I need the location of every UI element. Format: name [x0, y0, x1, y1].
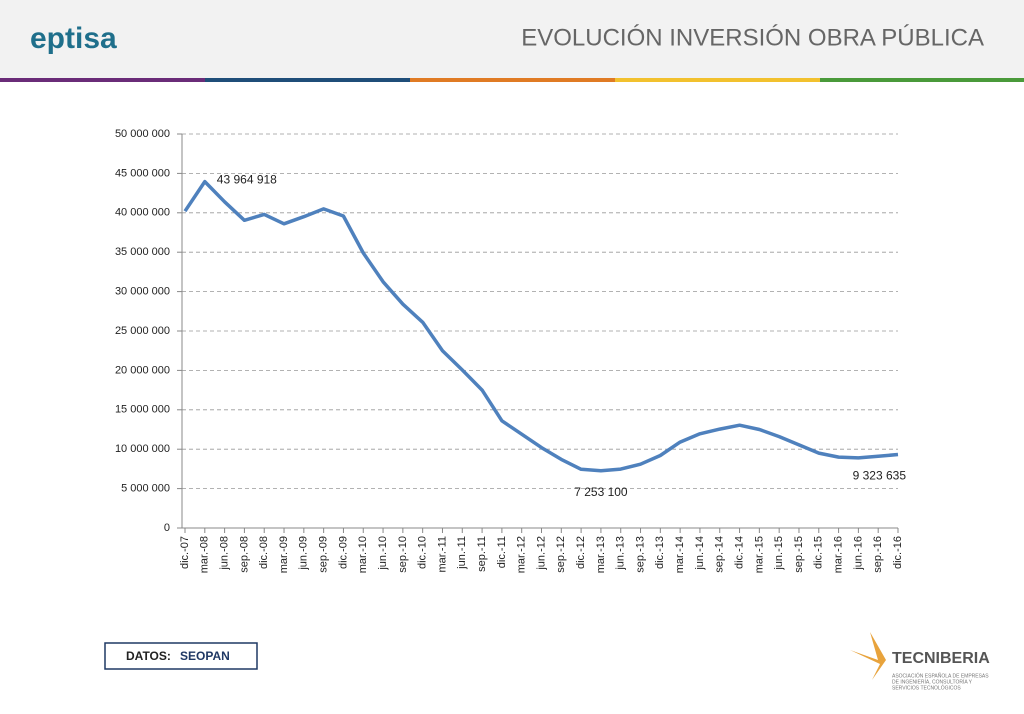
- x-tick-label: mar.-08: [199, 536, 211, 573]
- logo: eptisa: [30, 22, 117, 55]
- x-tick-label: sep.-08: [238, 536, 250, 573]
- x-tick-label: mar.-11: [436, 536, 448, 572]
- x-tick-label: dic.-07: [179, 536, 191, 569]
- x-tick-label: jun.-14: [694, 536, 706, 571]
- footer-logo-subtitle: SERVICIOS TECNOLÓGICOS: [892, 684, 961, 691]
- x-tick-label: mar.-13: [595, 536, 607, 573]
- y-tick-label: 50 000 000: [115, 128, 170, 140]
- y-tick-label: 15 000 000: [115, 404, 170, 416]
- x-tick-label: jun.-12: [535, 536, 547, 571]
- y-tick-label: 5 000 000: [121, 483, 170, 495]
- y-tick-label: 40 000 000: [115, 207, 170, 219]
- x-tick-label: jun.-10: [377, 536, 389, 571]
- x-tick-label: dic.-16: [892, 536, 904, 569]
- data-label: 7 253 100: [574, 485, 628, 499]
- x-tick-label: jun.-11: [456, 536, 468, 570]
- x-tick-label: dic.-14: [733, 536, 745, 569]
- y-tick-label: 25 000 000: [115, 325, 170, 337]
- x-tick-label: dic.-10: [417, 536, 429, 569]
- x-tick-label: mar.-15: [753, 536, 765, 573]
- data-line: [183, 179, 899, 473]
- x-tick-label: jun.-16: [852, 536, 864, 571]
- source-box: [104, 642, 258, 670]
- x-tick-label: sep.-15: [793, 536, 805, 573]
- x-tick-label: sep.-14: [714, 536, 726, 573]
- x-tick-label: dic.-15: [813, 536, 825, 569]
- y-tick-label: 10 000 000: [115, 443, 170, 455]
- x-tick-label: jun.-08: [219, 536, 231, 571]
- x-tick-label: jun.-13: [615, 536, 627, 571]
- stripe: [410, 78, 615, 82]
- x-tick-label: dic.-12: [575, 536, 587, 569]
- footer-logo-subtitle: DE INGENIERÍA, CONSULTORÍA Y: [892, 678, 973, 685]
- x-tick-label: mar.-14: [674, 536, 686, 573]
- x-tick-label: dic.-13: [654, 536, 666, 569]
- source: SEOPAN: [180, 649, 230, 663]
- slide-title: EVOLUCIÓN INVERSIÓN OBRA PÚBLICA: [521, 24, 984, 51]
- x-tick-label: sep.-10: [397, 536, 409, 573]
- y-tick-label: 0: [164, 522, 170, 534]
- source-label: DATOS:: [126, 649, 171, 663]
- x-tick-label: jun.-09: [298, 536, 310, 571]
- data-label: 43 964 918: [217, 173, 277, 187]
- x-tick-label: dic.-08: [258, 536, 270, 569]
- header-bg: [0, 0, 1024, 78]
- y-tick-label: 45 000 000: [115, 167, 170, 179]
- x-tick-label: mar.-16: [832, 536, 844, 573]
- footer-logo: TECNIBERIA: [892, 650, 990, 667]
- x-tick-label: mar.-12: [516, 536, 528, 573]
- x-tick-label: mar.-09: [278, 536, 290, 573]
- x-tick-label: dic.-09: [337, 536, 349, 569]
- stripe: [205, 78, 410, 82]
- x-tick-label: mar.-10: [357, 536, 369, 573]
- tecniberia-mark: [850, 632, 886, 680]
- y-tick-label: 35 000 000: [115, 246, 170, 258]
- y-tick-label: 30 000 000: [115, 286, 170, 298]
- x-tick-label: sep.-13: [634, 536, 646, 573]
- y-tick-label: 20 000 000: [115, 364, 170, 376]
- x-tick-label: dic.-11: [496, 536, 508, 568]
- stripe: [0, 78, 205, 82]
- stripe: [820, 78, 1024, 82]
- x-tick-label: sep.-12: [555, 536, 567, 573]
- stripe: [615, 78, 820, 82]
- x-tick-label: jun.-15: [773, 536, 785, 571]
- x-tick-label: sep.-11: [476, 536, 488, 572]
- x-tick-label: sep.-09: [318, 536, 330, 573]
- data-label: 9 323 635: [853, 469, 907, 483]
- x-tick-label: sep.-16: [872, 536, 884, 573]
- footer-logo-subtitle: ASOCIACIÓN ESPAÑOLA DE EMPRESAS: [892, 672, 989, 679]
